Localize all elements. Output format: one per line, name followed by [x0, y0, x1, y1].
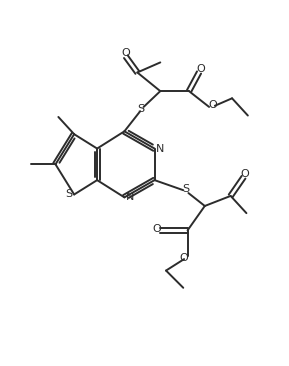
Text: N: N	[155, 143, 164, 154]
Text: O: O	[153, 224, 161, 234]
Text: O: O	[241, 169, 249, 179]
Text: S: S	[183, 184, 190, 194]
Text: S: S	[65, 190, 73, 199]
Text: O: O	[196, 64, 205, 74]
Text: S: S	[137, 104, 144, 114]
Text: N: N	[125, 193, 134, 202]
Text: O: O	[179, 253, 188, 263]
Text: O: O	[208, 101, 217, 111]
Text: O: O	[121, 48, 130, 58]
